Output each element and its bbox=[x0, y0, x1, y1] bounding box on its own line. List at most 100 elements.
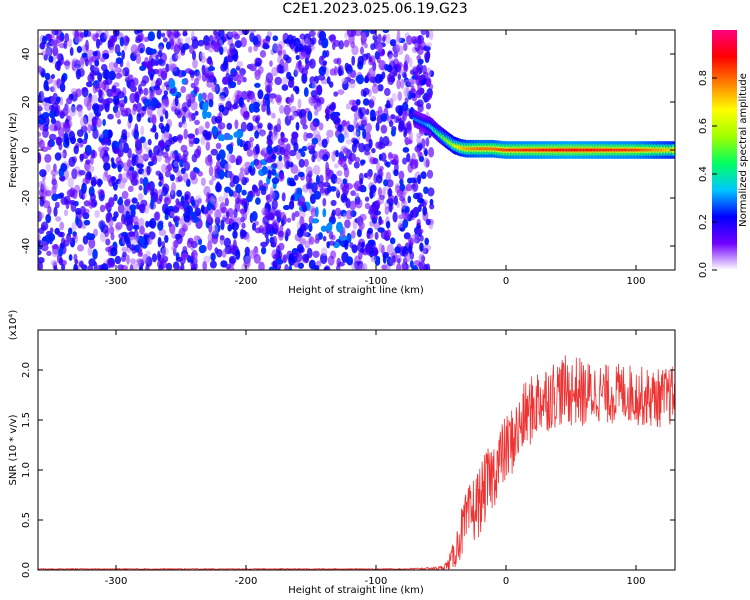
heatmap-cell bbox=[209, 195, 216, 204]
heatmap-cell bbox=[252, 35, 259, 46]
spectrogram-x-tick-label: -100 bbox=[365, 276, 388, 287]
heatmap-cell bbox=[45, 163, 51, 173]
heatmap-cell bbox=[126, 132, 131, 138]
heatmap-cell bbox=[79, 153, 84, 163]
heatmap-cell bbox=[140, 125, 144, 136]
heatmap-cell bbox=[184, 194, 189, 201]
heatmap-cell bbox=[351, 230, 356, 239]
heatmap-cell bbox=[330, 199, 337, 207]
heatmap-cell bbox=[225, 72, 230, 79]
heatmap-cell bbox=[246, 122, 254, 132]
heatmap-cell bbox=[90, 192, 96, 202]
heatmap-cell bbox=[396, 263, 402, 270]
heatmap-cell bbox=[342, 178, 348, 185]
heatmap-cell bbox=[39, 169, 47, 178]
heatmap-cell bbox=[95, 117, 102, 128]
heatmap-cell bbox=[162, 37, 168, 43]
heatmap-cell bbox=[138, 236, 145, 245]
heatmap-cell bbox=[135, 145, 143, 155]
heatmap-cell bbox=[323, 148, 328, 154]
heatmap-cell bbox=[206, 213, 212, 223]
heatmap-cell bbox=[75, 68, 81, 80]
heatmap-cell bbox=[416, 63, 424, 71]
heatmap-cell bbox=[301, 116, 307, 124]
heatmap-cell bbox=[157, 189, 165, 199]
heatmap-cell bbox=[312, 250, 320, 258]
heatmap-cell bbox=[331, 151, 336, 162]
heatmap-cell bbox=[65, 136, 70, 146]
heatmap-cell bbox=[425, 137, 430, 147]
heatmap-cell bbox=[272, 43, 280, 52]
heatmap-cell bbox=[351, 45, 359, 56]
heatmap-cell bbox=[274, 76, 283, 86]
heatmap-cell bbox=[279, 224, 284, 234]
heatmap-cell bbox=[143, 36, 150, 43]
heatmap-cell bbox=[114, 110, 121, 119]
heatmap-cell bbox=[121, 129, 128, 137]
heatmap-cell bbox=[40, 50, 47, 56]
heatmap-cell bbox=[118, 142, 125, 151]
heatmap-cell bbox=[244, 145, 248, 151]
heatmap-cell bbox=[335, 177, 343, 185]
heatmap-cell bbox=[111, 85, 117, 93]
heatmap-cell bbox=[420, 171, 427, 180]
heatmap-cell bbox=[281, 84, 289, 91]
heatmap-cell bbox=[198, 92, 203, 103]
heatmap-cell bbox=[297, 227, 304, 238]
heatmap-cell bbox=[395, 38, 400, 50]
heatmap-cell bbox=[314, 109, 319, 116]
heatmap-cell bbox=[302, 253, 310, 262]
heatmap-cell bbox=[382, 34, 387, 40]
heatmap-cell bbox=[170, 102, 175, 113]
heatmap-cell bbox=[205, 141, 211, 151]
heatmap-cell bbox=[385, 220, 391, 229]
heatmap-cell bbox=[242, 30, 248, 36]
heatmap-cell bbox=[380, 124, 388, 134]
heatmap-cell bbox=[231, 221, 239, 231]
heatmap-cell bbox=[113, 194, 118, 202]
heatmap-cell bbox=[55, 136, 61, 146]
heatmap-cell bbox=[398, 220, 404, 228]
spectrogram-x-tick-label: -300 bbox=[105, 276, 128, 287]
heatmap-cell bbox=[285, 143, 291, 153]
heatmap-cell bbox=[232, 230, 238, 239]
heatmap-cell bbox=[45, 213, 52, 224]
heatmap-cell bbox=[134, 244, 140, 253]
heatmap-cell bbox=[200, 204, 205, 214]
heatmap-cell bbox=[229, 154, 236, 164]
heatmap-cell bbox=[90, 94, 98, 105]
heatmap-cell bbox=[56, 104, 61, 116]
heatmap-cell bbox=[208, 165, 214, 177]
heatmap-cell bbox=[69, 47, 74, 56]
heatmap-cell bbox=[183, 128, 188, 140]
heatmap-cell bbox=[39, 42, 46, 50]
heatmap-cell bbox=[273, 146, 279, 153]
heatmap-cell bbox=[402, 147, 410, 153]
heatmap-cell bbox=[52, 180, 58, 190]
heatmap-cell bbox=[115, 222, 123, 230]
heatmap-cell bbox=[118, 196, 123, 205]
heatmap-cell bbox=[344, 219, 351, 229]
heatmap-cell bbox=[79, 116, 88, 128]
heatmap-cell bbox=[393, 169, 399, 177]
heatmap-cell bbox=[75, 216, 79, 226]
heatmap-cell bbox=[235, 183, 243, 194]
heatmap-cell bbox=[232, 175, 240, 185]
heatmap-cell bbox=[423, 45, 431, 52]
heatmap-cell bbox=[376, 174, 383, 184]
heatmap-cell bbox=[272, 219, 280, 230]
heatmap-cell bbox=[271, 154, 277, 160]
heatmap-cell bbox=[77, 107, 83, 118]
heatmap-cell bbox=[142, 253, 149, 264]
heatmap-cell bbox=[281, 137, 289, 143]
heatmap-cell bbox=[425, 102, 432, 110]
heatmap-cell bbox=[240, 121, 247, 132]
heatmap-cell bbox=[177, 135, 183, 144]
heatmap-cell bbox=[248, 46, 253, 53]
heatmap-cell bbox=[368, 98, 375, 109]
heatmap-cell bbox=[324, 187, 330, 195]
heatmap-cell bbox=[38, 261, 43, 270]
heatmap-cell bbox=[246, 194, 253, 203]
heatmap-cell bbox=[349, 242, 354, 249]
